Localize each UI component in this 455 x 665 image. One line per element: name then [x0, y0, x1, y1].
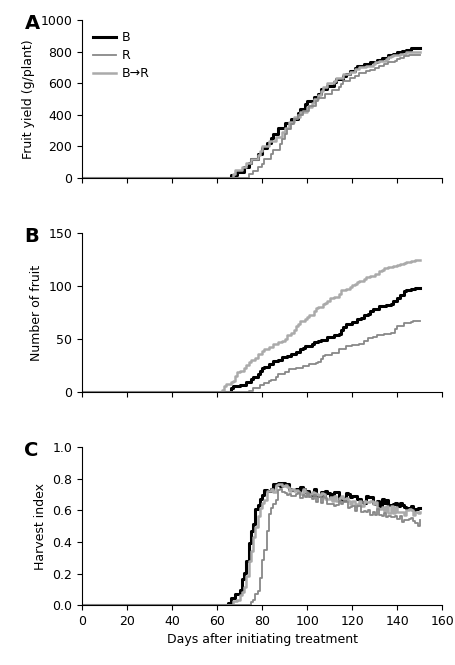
Y-axis label: Number of fruit: Number of fruit [30, 265, 43, 360]
X-axis label: Days after initiating treatment: Days after initiating treatment [167, 634, 357, 646]
Text: B: B [25, 227, 39, 246]
Y-axis label: Harvest index: Harvest index [34, 483, 47, 569]
Text: A: A [25, 13, 40, 33]
Text: C: C [25, 441, 39, 460]
Y-axis label: Fruit yield (g/plant): Fruit yield (g/plant) [22, 39, 35, 159]
Legend: B, R, B→R: B, R, B→R [88, 26, 155, 85]
